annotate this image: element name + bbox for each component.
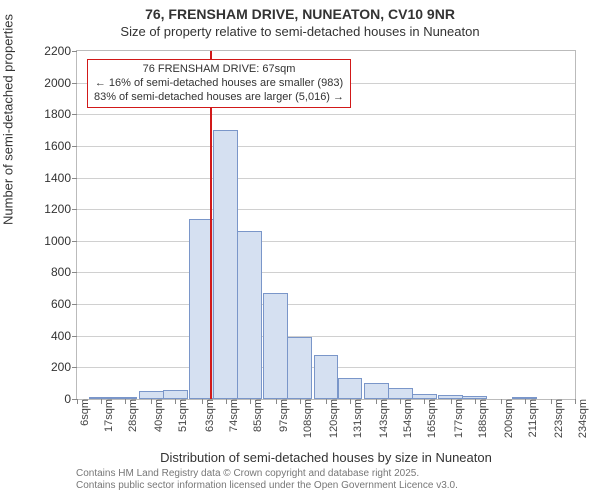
xtick-label: 17sqm (103, 399, 115, 432)
xtick-label: 120sqm (328, 399, 340, 438)
xtick-mark (202, 399, 203, 404)
xtick-mark (300, 399, 301, 404)
xtick-mark (350, 399, 351, 404)
xtick-mark (77, 399, 78, 404)
xtick-label: 234sqm (577, 399, 589, 438)
chart-title: 76, FRENSHAM DRIVE, NUNEATON, CV10 9NR S… (0, 0, 600, 39)
histogram-bar (213, 130, 238, 399)
gridline (77, 336, 575, 337)
histogram-bar (163, 390, 188, 399)
histogram-bar (287, 337, 312, 399)
xtick-label: 108sqm (302, 399, 314, 438)
xtick-label: 51sqm (177, 399, 189, 432)
xtick-label: 40sqm (153, 399, 165, 432)
xtick-mark (525, 399, 526, 404)
gridline (77, 209, 575, 210)
gridline (77, 114, 575, 115)
ytick-label: 0 (64, 392, 77, 406)
histogram-bar (89, 397, 114, 399)
ytick-label: 1800 (44, 107, 77, 121)
gridline (77, 304, 575, 305)
title-line-1: 76, FRENSHAM DRIVE, NUNEATON, CV10 9NR (0, 6, 600, 22)
title-line-2: Size of property relative to semi-detach… (0, 24, 600, 39)
xtick-label: 154sqm (402, 399, 414, 438)
footnote-line-2: Contains public sector information licen… (76, 480, 458, 492)
histogram-bar (438, 395, 463, 399)
ytick-label: 1600 (44, 139, 77, 153)
xtick-mark (501, 399, 502, 404)
histogram-bar (364, 383, 389, 399)
xtick-mark (250, 399, 251, 404)
annotation-line: ← 16% of semi-detached houses are smalle… (94, 77, 344, 91)
xtick-mark (101, 399, 102, 404)
xtick-mark (475, 399, 476, 404)
xtick-mark (125, 399, 126, 404)
annotation-box: 76 FRENSHAM DRIVE: 67sqm← 16% of semi-de… (87, 59, 351, 108)
xtick-mark (276, 399, 277, 404)
histogram-bar (388, 388, 413, 399)
histogram-bar (263, 293, 288, 399)
histogram-bar (462, 396, 487, 399)
histogram-bar (139, 391, 164, 399)
xtick-label: 143sqm (378, 399, 390, 438)
xtick-label: 97sqm (278, 399, 290, 432)
gridline (77, 178, 575, 179)
histogram-bar (113, 397, 138, 399)
histogram-bar (314, 355, 339, 399)
ytick-label: 1000 (44, 234, 77, 248)
xtick-mark (226, 399, 227, 404)
xtick-label: 188sqm (477, 399, 489, 438)
footnote: Contains HM Land Registry data © Crown c… (76, 468, 458, 492)
xtick-label: 200sqm (503, 399, 515, 438)
xtick-label: 6sqm (79, 399, 91, 426)
gridline (77, 146, 575, 147)
ytick-label: 400 (51, 329, 77, 343)
ytick-label: 200 (51, 360, 77, 374)
gridline (77, 272, 575, 273)
histogram-bar (412, 394, 437, 399)
xtick-mark (551, 399, 552, 404)
annotation-line: 76 FRENSHAM DRIVE: 67sqm (94, 63, 344, 77)
ytick-label: 1400 (44, 171, 77, 185)
histogram-bar (237, 231, 262, 399)
ytick-label: 2000 (44, 76, 77, 90)
xtick-label: 74sqm (228, 399, 240, 432)
xtick-label: 131sqm (352, 399, 364, 438)
xtick-label: 211sqm (527, 399, 539, 437)
ytick-label: 1200 (44, 202, 77, 216)
xtick-mark (451, 399, 452, 404)
annotation-line: 83% of semi-detached houses are larger (… (94, 91, 344, 105)
footnote-line-1: Contains HM Land Registry data © Crown c… (76, 468, 458, 480)
ytick-label: 800 (51, 265, 77, 279)
xtick-label: 28sqm (127, 399, 139, 432)
xtick-mark (575, 399, 576, 404)
xtick-label: 177sqm (453, 399, 465, 438)
xtick-label: 223sqm (553, 399, 565, 438)
y-axis-label: Number of semi-detached properties (1, 14, 16, 225)
ytick-label: 600 (51, 297, 77, 311)
plot-area: 0200400600800100012001400160018002000220… (76, 50, 576, 400)
histogram-bar (512, 397, 537, 399)
histogram-bar (338, 378, 363, 399)
xtick-label: 165sqm (426, 399, 438, 438)
xtick-mark (326, 399, 327, 404)
x-axis-label: Distribution of semi-detached houses by … (76, 450, 576, 465)
gridline (77, 241, 575, 242)
ytick-label: 2200 (44, 44, 77, 58)
xtick-label: 63sqm (204, 399, 216, 432)
xtick-label: 85sqm (252, 399, 264, 432)
